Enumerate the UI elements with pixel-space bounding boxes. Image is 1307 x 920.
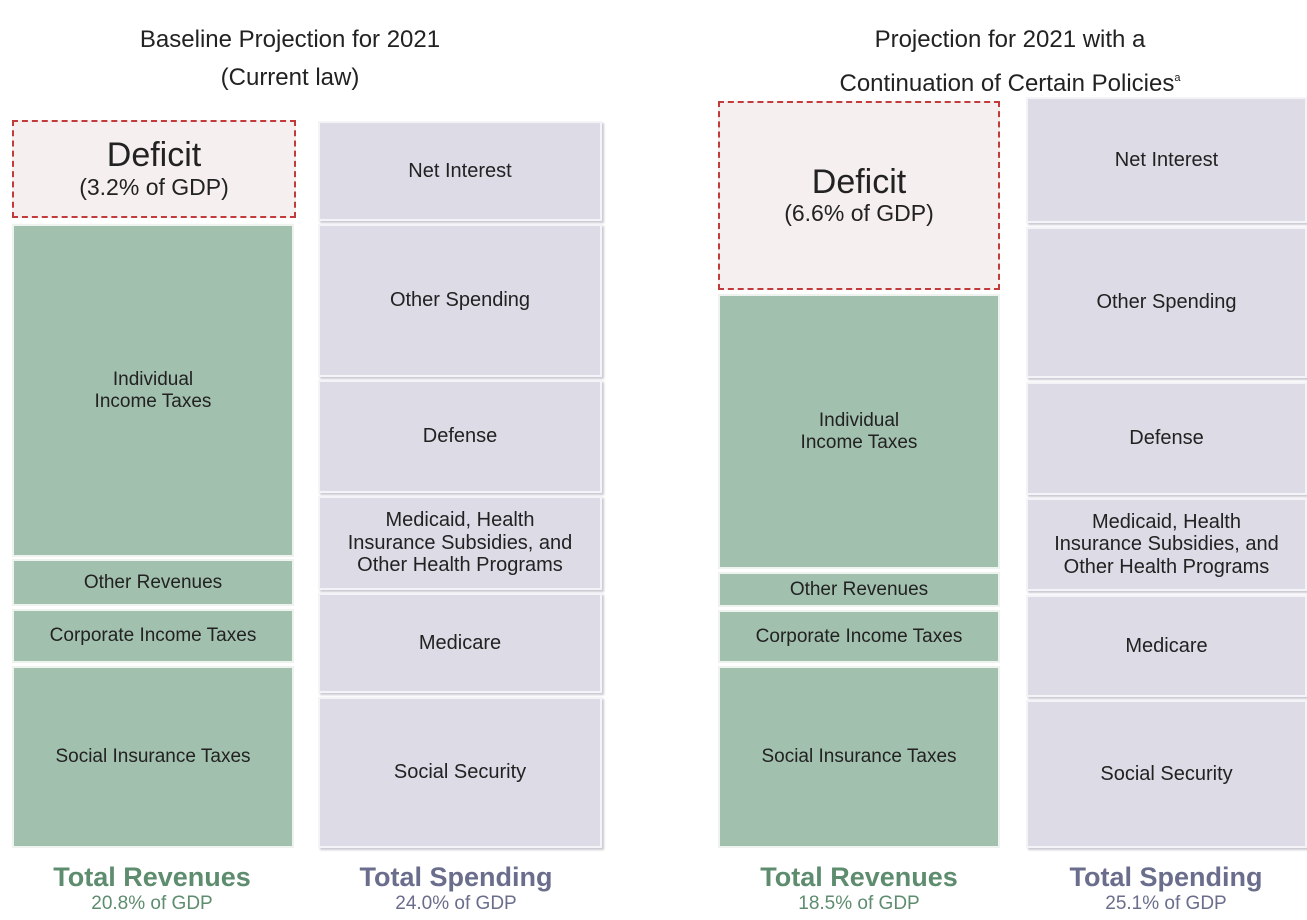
revenue-block: Individual Income Taxes [718,294,1000,569]
title-text: (Current law) [220,64,360,91]
total-label: Total Spending [359,862,553,892]
deficit-label: Deficit [811,162,907,201]
total-value: 20.8% of GDP [91,893,213,914]
title-footnote: a [1174,72,1181,84]
total-value: 25.1% of GDP [1105,893,1227,914]
spending-block: Social Security [1026,700,1307,848]
title-text: Baseline Projection for 2021 [139,26,441,53]
title-text: Projection for 2021 with a [874,26,1146,53]
spending-block: Defense [1026,382,1307,495]
total-revenues: Total Revenues 20.8% of GDP [2,862,302,916]
spending-block: Net Interest [1026,97,1307,223]
total-label: Total Revenues [53,862,251,892]
total-revenues: Total Revenues 18.5% of GDP [709,862,1009,916]
total-spending: Total Spending 24.0% of GDP [306,862,606,916]
spending-block: Net Interest [318,121,602,221]
spending-block: Other Spending [1026,227,1307,378]
spending-block: Medicare [1026,595,1307,697]
revenue-block: Other Revenues [718,572,1000,607]
revenue-block: Individual Income Taxes [12,224,294,557]
total-spending: Total Spending 25.1% of GDP [1016,862,1307,916]
revenue-block: Other Revenues [12,559,294,606]
spending-block: Medicaid, Health Insurance Subsidies, an… [1026,498,1307,591]
revenue-block: Corporate Income Taxes [12,609,294,663]
deficit-share: (6.6% of GDP) [784,200,934,227]
deficit-box: Deficit (6.6% of GDP) [718,101,1000,290]
total-value: 24.0% of GDP [395,893,517,914]
total-label: Total Spending [1069,862,1263,892]
spending-block: Medicaid, Health Insurance Subsidies, an… [318,496,602,590]
title-line: Continuation of Certain Policiesa [710,59,1307,103]
revenue-block: Social Insurance Taxes [718,666,1000,848]
total-value: 18.5% of GDP [798,893,920,914]
spending-block: Defense [318,380,602,493]
title-line: Projection for 2021 with a [710,21,1307,59]
spending-block: Other Spending [318,224,602,377]
revenue-block: Corporate Income Taxes [718,610,1000,663]
title-text: Continuation of Certain Policies [839,70,1175,97]
panel-title: Projection for 2021 with a Continuation o… [710,21,1307,103]
revenue-block: Social Insurance Taxes [12,666,294,848]
spending-block: Social Security [318,697,602,848]
total-label: Total Revenues [760,862,958,892]
title-line: Baseline Projection for 2021 [0,21,590,59]
deficit-share: (3.2% of GDP) [79,173,229,200]
title-line: (Current law) [0,59,590,97]
panel-title: Baseline Projection for 2021 (Current law… [0,21,590,97]
deficit-label: Deficit [106,136,202,175]
spending-block: Medicare [318,593,602,693]
deficit-box: Deficit (3.2% of GDP) [12,120,296,218]
